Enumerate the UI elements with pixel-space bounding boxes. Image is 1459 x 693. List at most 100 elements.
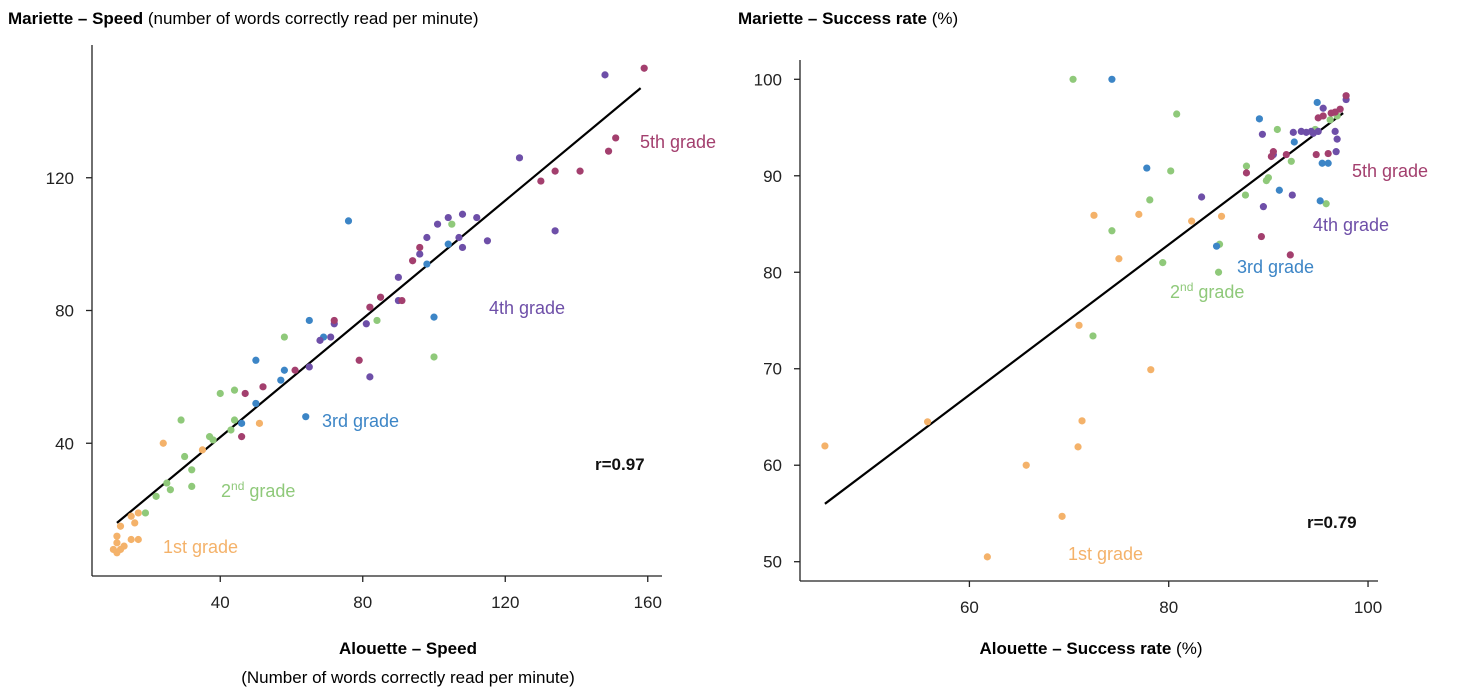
speed-point-4th-grade xyxy=(473,213,481,222)
success-point-5th-grade xyxy=(1312,150,1320,159)
success-point-2nd-grade xyxy=(1173,110,1181,118)
speed-label-2nd-grade: 2nd grade xyxy=(221,479,295,501)
success-y-tick-label: 50 xyxy=(763,553,782,572)
success-y-tick-label: 70 xyxy=(763,360,782,379)
speed-data-points xyxy=(109,64,648,557)
speed-point-5th-grade xyxy=(537,177,545,185)
success-point-2nd-grade xyxy=(1108,227,1116,235)
success-point-3rd-grade xyxy=(1290,138,1298,146)
speed-point-3rd-grade xyxy=(302,413,310,421)
speed-point-3rd-grade xyxy=(344,217,353,225)
speed-title-rest: (number of words correctly read per minu… xyxy=(143,9,478,28)
success-point-5th-grade xyxy=(1282,150,1290,159)
speed-point-2nd-grade xyxy=(188,466,196,474)
speed-point-5th-grade xyxy=(416,243,424,252)
success-fit-line xyxy=(824,112,1344,505)
success-point-2nd-grade xyxy=(1287,157,1295,165)
success-point-5th-grade xyxy=(1257,232,1266,241)
success-point-2nd-grade xyxy=(1322,200,1330,208)
success-point-4th-grade xyxy=(1259,203,1267,211)
speed-point-4th-grade xyxy=(601,71,609,79)
success-point-1st-grade xyxy=(1022,461,1030,469)
success-point-3rd-grade xyxy=(1143,164,1151,172)
speed-r-value: r=0.97 xyxy=(595,455,645,474)
speed-point-2nd-grade xyxy=(188,482,196,490)
speed-x-tick-label: 120 xyxy=(491,593,519,612)
success-point-4th-grade xyxy=(1332,148,1340,156)
speed-point-5th-grade xyxy=(241,389,249,398)
success-point-1st-grade xyxy=(1135,210,1143,218)
speed-point-4th-grade xyxy=(444,213,452,222)
success-label-1st-grade: 1st grade xyxy=(1068,544,1143,564)
speed-point-5th-grade xyxy=(355,356,363,364)
speed-point-2nd-grade xyxy=(163,479,171,487)
speed-point-4th-grade xyxy=(483,237,492,245)
success-point-1st-grade xyxy=(1217,212,1226,220)
speed-point-2nd-grade xyxy=(280,333,288,341)
speed-point-5th-grade xyxy=(576,167,584,175)
speed-point-4th-grade xyxy=(416,250,424,258)
success-y-tick-label: 60 xyxy=(763,456,782,475)
success-point-3rd-grade xyxy=(1316,197,1324,205)
success-point-2nd-grade xyxy=(1264,174,1272,182)
success-point-1st-grade xyxy=(923,418,932,426)
speed-label-2nd-sup: nd xyxy=(231,479,244,493)
speed-point-4th-grade xyxy=(362,320,370,328)
success-point-3rd-grade xyxy=(1212,242,1221,250)
success-point-3rd-grade xyxy=(1318,159,1326,167)
speed-point-1st-grade xyxy=(198,446,207,454)
success-point-2nd-grade xyxy=(1167,167,1175,175)
speed-label-2nd-rest: grade xyxy=(244,481,295,501)
speed-label-5th-grade: 5th grade xyxy=(640,132,716,152)
success-point-1st-grade xyxy=(1090,211,1098,219)
success-point-5th-grade xyxy=(1342,92,1350,100)
speed-y-ticks: 40 80 120 xyxy=(46,169,92,453)
success-point-1st-grade xyxy=(821,442,829,450)
success-point-4th-grade xyxy=(1288,191,1296,199)
success-x-ticks: 60 80 100 xyxy=(960,581,1382,617)
success-point-2nd-grade xyxy=(1273,125,1281,134)
speed-point-1st-grade xyxy=(120,542,128,550)
speed-point-5th-grade xyxy=(330,316,338,325)
success-point-5th-grade xyxy=(1242,169,1251,177)
speed-point-1st-grade xyxy=(127,535,135,544)
success-label-4th-grade: 4th grade xyxy=(1313,215,1389,235)
speed-point-4th-grade xyxy=(515,154,524,162)
speed-point-1st-grade xyxy=(134,509,142,517)
speed-point-3rd-grade xyxy=(444,240,452,248)
speed-point-4th-grade xyxy=(458,243,467,252)
speed-point-4th-grade xyxy=(305,363,313,371)
success-label-3rd-grade: 3rd grade xyxy=(1237,257,1314,277)
speed-point-1st-grade xyxy=(113,532,121,540)
speed-point-3rd-grade xyxy=(423,260,431,268)
speed-point-1st-grade xyxy=(159,439,167,447)
speed-x-tick-label: 160 xyxy=(634,593,662,612)
speed-point-2nd-grade xyxy=(177,416,185,424)
speed-y-tick-label: 40 xyxy=(55,434,74,453)
speed-point-5th-grade xyxy=(291,366,299,374)
success-y-tick-label: 90 xyxy=(763,167,782,186)
speed-point-3rd-grade xyxy=(277,376,285,384)
success-x-label: Alouette – Success rate (%) xyxy=(980,639,1203,658)
success-y-tick-label: 100 xyxy=(754,70,782,89)
speed-label-3rd-grade: 3rd grade xyxy=(322,411,399,431)
success-point-3rd-grade xyxy=(1324,159,1332,167)
speed-label-4th-grade: 4th grade xyxy=(489,298,565,318)
speed-point-5th-grade xyxy=(409,257,417,265)
success-point-5th-grade xyxy=(1324,149,1332,158)
speed-point-2nd-grade xyxy=(230,386,239,394)
success-chart: Mariette – Success rate (%) 50 60 70 80 90 10… xyxy=(738,9,1428,658)
success-point-4th-grade xyxy=(1198,193,1206,201)
success-point-1st-grade xyxy=(1115,255,1123,263)
success-r-value: r=0.79 xyxy=(1307,513,1357,532)
speed-point-2nd-grade xyxy=(209,436,217,444)
success-x-label-rest: (%) xyxy=(1171,639,1202,658)
success-label-2nd-grade: 2nd grade xyxy=(1170,280,1244,302)
speed-x-tick-label: 40 xyxy=(211,593,230,612)
speed-point-1st-grade xyxy=(109,545,117,554)
success-point-5th-grade xyxy=(1319,112,1327,120)
success-title-bold: Mariette – Success rate xyxy=(738,9,927,28)
success-point-1st-grade xyxy=(983,553,991,561)
speed-point-3rd-grade xyxy=(280,366,288,374)
